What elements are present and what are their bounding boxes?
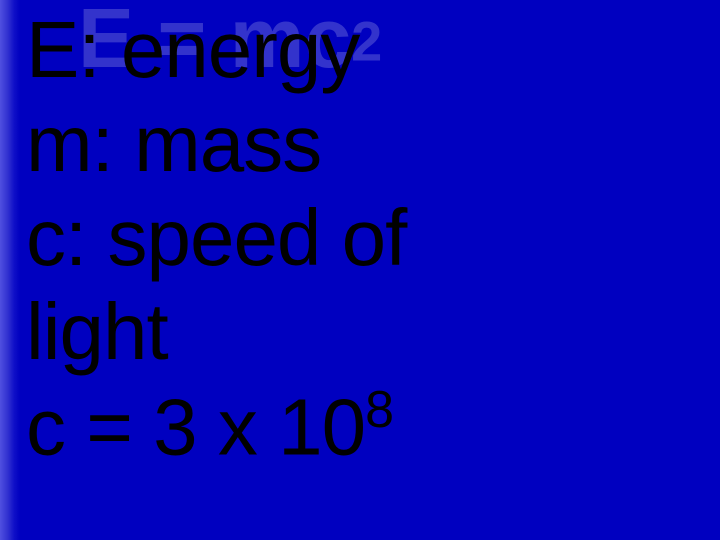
- line-speedvalue: c = 3 x 108: [26, 380, 393, 474]
- line-energy-prefix: E:: [26, 5, 121, 94]
- line-mass-body: mass: [134, 99, 321, 188]
- line-speed1: c: speed of: [26, 192, 406, 284]
- slide: E = mc2 E: energy m: mass c: speed of li…: [0, 0, 720, 540]
- line-mass-prefix: m:: [26, 99, 134, 188]
- line-speedvalue-sup: 8: [365, 381, 393, 439]
- line-speedvalue-body: c = 3 x 10: [26, 383, 365, 472]
- line-speed2: light: [26, 286, 168, 378]
- line-energy: E: energy: [26, 4, 359, 96]
- line-speed1-body: speed of: [107, 193, 406, 282]
- line-speed2-body: light: [26, 287, 168, 376]
- line-speed1-prefix: c:: [26, 193, 107, 282]
- line-mass: m: mass: [26, 98, 321, 190]
- line-energy-body: energy: [121, 5, 360, 94]
